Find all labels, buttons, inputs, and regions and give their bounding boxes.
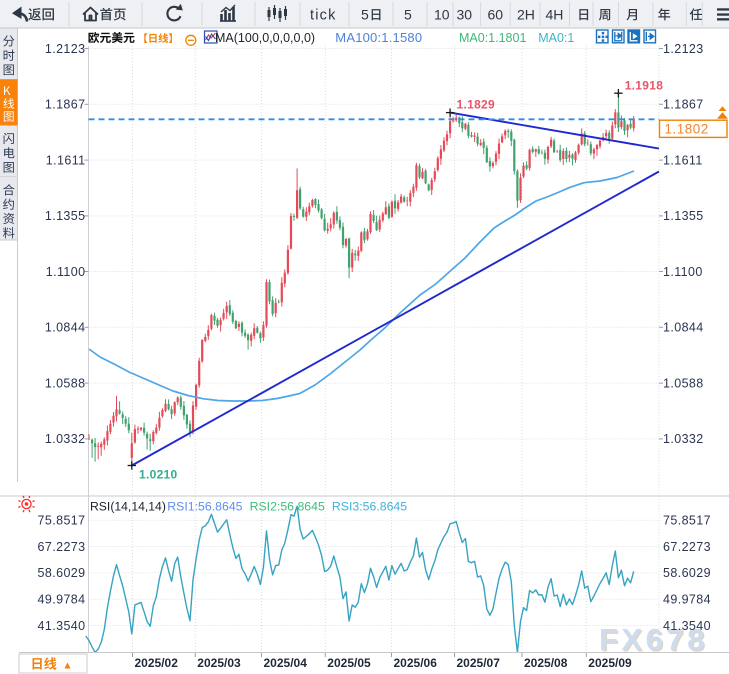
svg-text:67.2273: 67.2273	[663, 540, 711, 554]
svg-text:49.9784: 49.9784	[663, 593, 711, 607]
svg-text:1.1355: 1.1355	[663, 209, 704, 223]
svg-text:2025/06: 2025/06	[394, 656, 438, 670]
svg-text:RSI2:56.8645: RSI2:56.8645	[250, 500, 325, 514]
svg-text:58.6029: 58.6029	[38, 566, 86, 580]
svg-text:2025/09: 2025/09	[588, 656, 632, 670]
svg-text:1.0332: 1.0332	[45, 432, 86, 446]
svg-text:1.2123: 1.2123	[663, 42, 704, 56]
svg-text:1.0844: 1.0844	[45, 321, 86, 335]
svg-text:MA0:1.1801: MA0:1.1801	[459, 31, 526, 45]
svg-text:MA(100,0,0,0,0,0): MA(100,0,0,0,0,0)	[215, 31, 315, 45]
svg-text:1.0588: 1.0588	[663, 376, 704, 390]
svg-text:tick: tick	[310, 8, 337, 24]
svg-text:2H: 2H	[517, 7, 535, 23]
svg-text:1.1611: 1.1611	[46, 153, 86, 167]
svg-text:2025/04: 2025/04	[264, 656, 308, 670]
svg-text:MA0:1: MA0:1	[538, 31, 574, 45]
svg-text:MA100:1.1580: MA100:1.1580	[335, 30, 422, 45]
svg-text:75.8517: 75.8517	[38, 514, 86, 528]
svg-text:1.0210: 1.0210	[139, 468, 178, 482]
svg-text:1.0332: 1.0332	[663, 432, 704, 446]
svg-text:4H: 4H	[546, 7, 564, 23]
svg-text:1.1918: 1.1918	[625, 79, 664, 93]
svg-text:RSI3:56.8645: RSI3:56.8645	[332, 500, 407, 514]
svg-text:RSI(14,14,14): RSI(14,14,14)	[90, 500, 166, 514]
svg-text:5: 5	[404, 7, 412, 23]
svg-text:1.1100: 1.1100	[663, 265, 703, 279]
svg-text:2025/08: 2025/08	[524, 656, 568, 670]
svg-text:RSI1:56.8645: RSI1:56.8645	[167, 500, 242, 514]
svg-text:41.3540: 41.3540	[663, 619, 711, 633]
svg-text:1.1100: 1.1100	[46, 265, 86, 279]
svg-text:67.2273: 67.2273	[38, 540, 86, 554]
svg-text:10: 10	[434, 7, 450, 23]
svg-text:1.0844: 1.0844	[663, 321, 704, 335]
svg-text:2025/05: 2025/05	[327, 656, 371, 670]
svg-text:1.2123: 1.2123	[45, 42, 86, 56]
svg-text:FX678: FX678	[599, 622, 708, 657]
svg-text:2025/03: 2025/03	[197, 656, 241, 670]
svg-text:75.8517: 75.8517	[663, 514, 711, 528]
svg-text:5: 5	[361, 7, 369, 23]
svg-text:1.0588: 1.0588	[45, 376, 86, 390]
svg-text:1.1355: 1.1355	[45, 209, 86, 223]
svg-text:1.1867: 1.1867	[45, 98, 86, 112]
svg-text:49.9784: 49.9784	[38, 593, 86, 607]
svg-text:30: 30	[457, 7, 473, 23]
svg-text:60: 60	[488, 7, 504, 23]
svg-text:1.1611: 1.1611	[663, 153, 703, 167]
svg-text:58.6029: 58.6029	[663, 566, 711, 580]
svg-text:1.1802: 1.1802	[665, 122, 709, 137]
svg-text:2025/07: 2025/07	[457, 656, 501, 670]
svg-text:1.1829: 1.1829	[457, 98, 496, 112]
svg-text:1.1867: 1.1867	[663, 98, 704, 112]
svg-text:41.3540: 41.3540	[38, 619, 86, 633]
svg-text:2025/02: 2025/02	[135, 656, 179, 670]
